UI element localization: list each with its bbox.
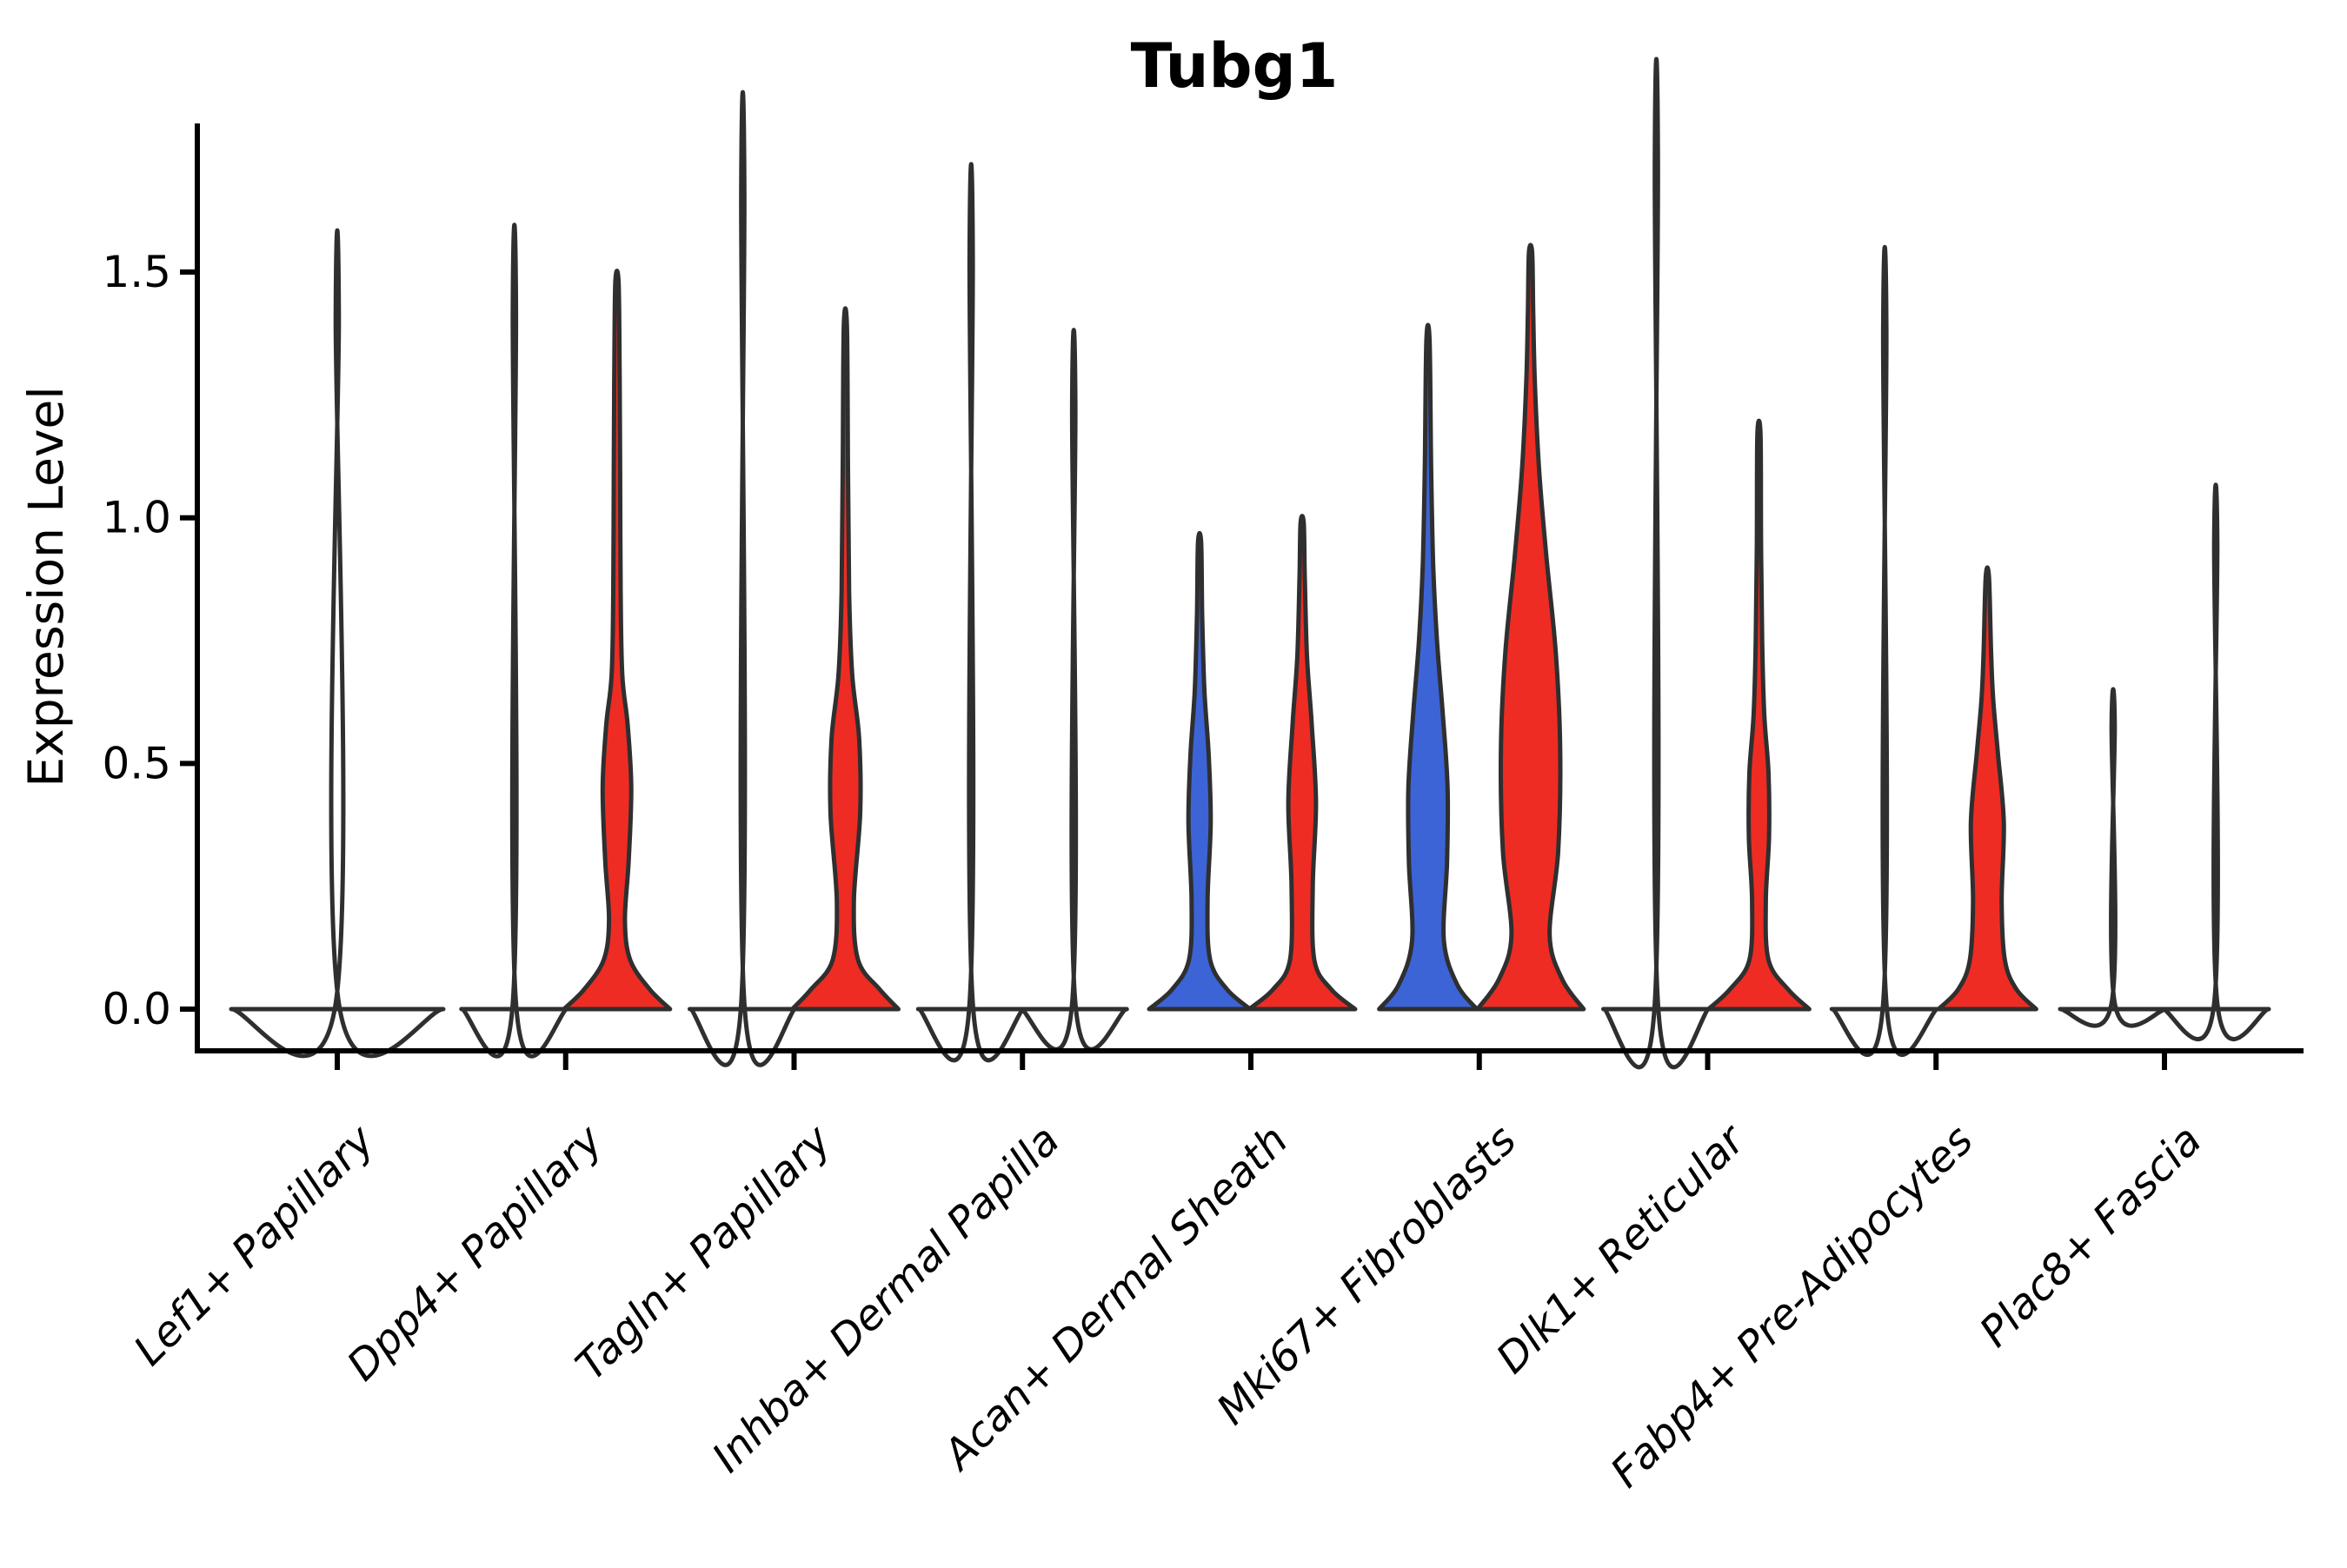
violin-group-4 — [915, 162, 1129, 1063]
violin-group-8 — [1829, 245, 2038, 1057]
violin-group-1 — [229, 228, 446, 1059]
violin-inhba-dermal-papilla-left — [915, 162, 1027, 1063]
violin-plac8-fascia-right — [2160, 482, 2271, 1041]
x-tick-label-tagln-papillary: Tagln+ Papillary — [567, 1115, 841, 1390]
violin-group-9 — [2058, 482, 2271, 1041]
y-tick-label: 1.0 — [102, 493, 171, 543]
y-tick-label: 1.5 — [102, 247, 171, 297]
violin-inhba-dermal-papilla-right — [1018, 328, 1129, 1052]
violin-group-5 — [1147, 514, 1358, 1012]
violin-dpp4-papillary-right — [562, 269, 673, 1012]
violin-lef1-papillary-center — [229, 228, 446, 1059]
violin-group-6 — [1377, 243, 1586, 1012]
y-axis-label: Expression Level — [18, 386, 74, 787]
violin-group-7 — [1601, 56, 1812, 1069]
violin-mki67-fibroblasts-left — [1377, 322, 1479, 1012]
violin-tagln-papillary-left — [688, 90, 798, 1067]
violin-fabp4-pre-adipocytes-right — [1936, 565, 2038, 1012]
y-tick-label: 0.5 — [102, 738, 171, 788]
x-tick-label-plac8-fascia: Plac8+ Fascia — [1971, 1116, 2211, 1357]
violin-group-2 — [459, 223, 673, 1059]
violin-dpp4-papillary-left — [459, 223, 570, 1059]
violin-plac8-fascia-left — [2058, 687, 2169, 1028]
violin-acan-dermal-sheath-left — [1147, 530, 1253, 1012]
violin-group-3 — [688, 90, 901, 1067]
violin-tagln-papillary-right — [790, 306, 901, 1012]
violin-acan-dermal-sheath-right — [1247, 514, 1358, 1012]
violin-mki67-fibroblasts-right — [1475, 243, 1586, 1012]
y-tick-label: 0.0 — [102, 984, 171, 1034]
violins-layer — [229, 56, 2271, 1069]
chart-title: Tubg1 — [1131, 30, 1339, 102]
violin-fabp4-pre-adipocytes-left — [1829, 245, 1940, 1057]
violin-dlk1-reticular-left — [1601, 56, 1712, 1069]
x-tick-label-dlk1-reticular: Dlk1+ Reticular — [1487, 1114, 1757, 1384]
x-tick-label-dpp4-papillary: Dpp4+ Papillary — [338, 1115, 613, 1390]
x-tick-label-fabp4-pre-adipocytes: Fabp4+ Pre-Adipocytes — [1601, 1116, 1983, 1498]
violin-dlk1-reticular-right — [1706, 418, 1812, 1012]
x-tick-label-lef1-papillary: Lef1+ Papillary — [124, 1115, 384, 1375]
